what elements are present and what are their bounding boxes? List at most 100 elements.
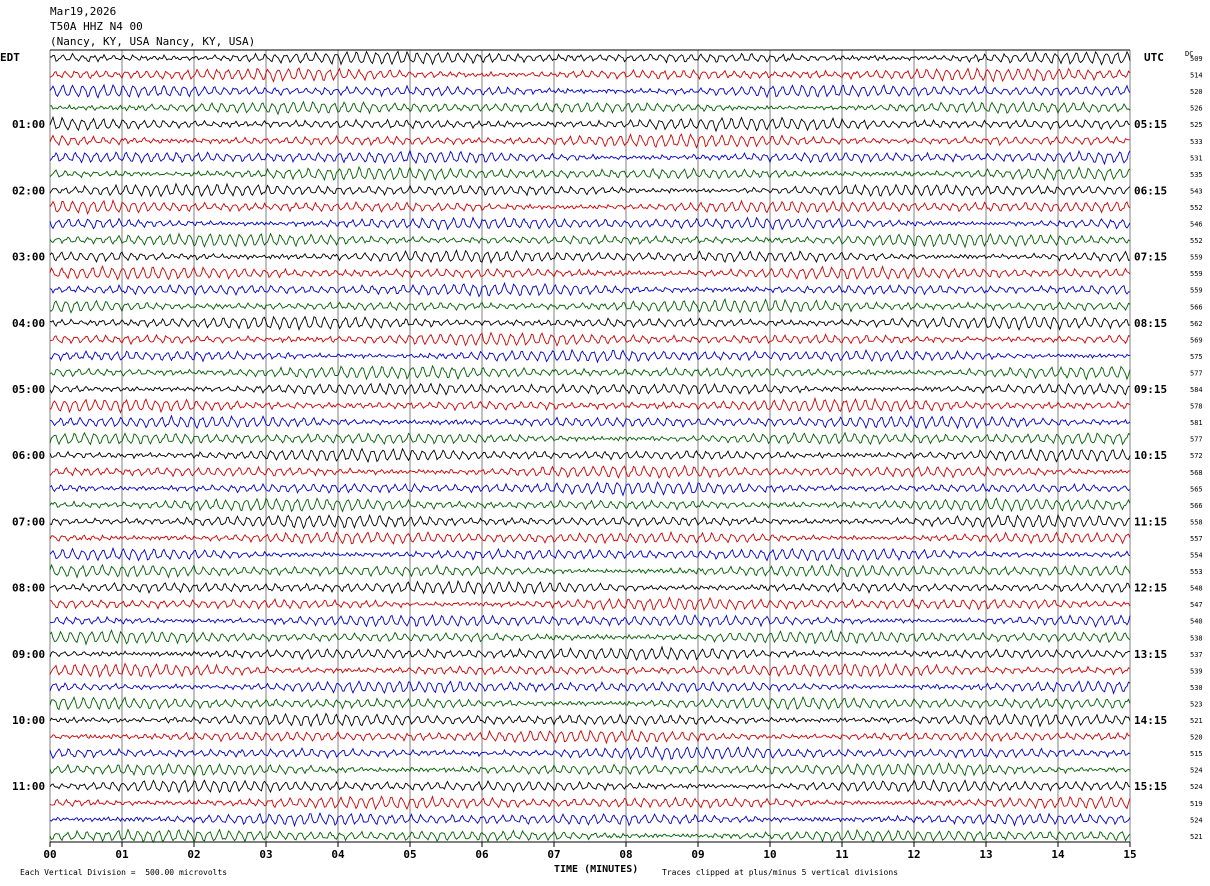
dc-offset-value: 559 <box>1190 270 1203 278</box>
left-hour-label: 03:00 <box>12 251 45 264</box>
seismic-trace <box>49 315 1131 331</box>
seismic-traces <box>49 50 1131 844</box>
seismic-trace <box>49 728 1131 745</box>
dc-offset-value: 540 <box>1190 618 1203 626</box>
time-gridlines <box>49 49 1131 847</box>
dc-offset-value: 553 <box>1190 568 1203 576</box>
dc-offset-value: 552 <box>1190 204 1203 212</box>
dc-offset-value: 548 <box>1190 585 1203 593</box>
left-hour-label: 06:00 <box>12 449 45 462</box>
dc-offset-value: 524 <box>1190 816 1203 824</box>
right-hour-label: 10:15 <box>1134 449 1167 462</box>
dc-offset-value: 524 <box>1190 767 1203 775</box>
dc-offset-value: 515 <box>1190 750 1203 758</box>
seismic-trace <box>49 431 1131 446</box>
header-location: (Nancy, KY, USA Nancy, KY, USA) <box>50 35 256 48</box>
dc-offset-value: 543 <box>1190 187 1203 195</box>
dc-offset-value: 519 <box>1190 800 1203 808</box>
dc-offset-value: 577 <box>1190 436 1203 444</box>
dc-offset-value: 524 <box>1190 783 1203 791</box>
dc-offset-value: 568 <box>1190 469 1203 477</box>
left-hour-label: 01:00 <box>12 118 45 131</box>
right-hour-label: 07:15 <box>1134 251 1167 264</box>
x-tick-label: 08 <box>619 848 632 861</box>
right-hour-label: 09:15 <box>1134 383 1167 396</box>
seismic-trace <box>49 795 1131 811</box>
right-hour-label: 06:15 <box>1134 184 1167 197</box>
seismic-trace <box>49 182 1131 198</box>
seismic-trace <box>49 828 1131 844</box>
scale-note: Each Vertical Division = 500.00 microvol… <box>20 868 228 877</box>
dc-offset-value: 559 <box>1190 287 1203 295</box>
dc-offset-value: 520 <box>1190 88 1203 96</box>
dc-offset-value: 581 <box>1190 419 1203 427</box>
seismic-trace <box>49 232 1131 249</box>
dc-offset-value: 547 <box>1190 601 1203 609</box>
seismic-trace <box>49 579 1131 595</box>
dc-offset-value: 521 <box>1190 717 1203 725</box>
dc-offset-value: 538 <box>1190 634 1203 642</box>
x-tick-label: 05 <box>403 848 416 861</box>
dc-offset-value: 566 <box>1190 303 1203 311</box>
x-tick-label: 03 <box>259 848 272 861</box>
seismic-trace <box>49 596 1131 612</box>
axis-labels: 00 01 02 03 04 05 06 07 08 09 10 11 12 13 14 15 509 514 52… <box>12 55 1203 861</box>
dc-offset-value: 535 <box>1190 171 1203 179</box>
seismic-trace <box>49 414 1131 430</box>
dc-offset-value: 569 <box>1190 336 1203 344</box>
dc-offset-value: 566 <box>1190 502 1203 510</box>
seismic-trace <box>49 563 1131 579</box>
seismic-trace <box>49 712 1131 728</box>
seismic-trace <box>49 264 1131 281</box>
x-tick-label: 07 <box>547 848 560 861</box>
left-hour-label: 07:00 <box>12 515 45 528</box>
dc-offset-value: 526 <box>1190 105 1203 113</box>
seismic-trace <box>49 546 1131 562</box>
seismic-trace <box>49 249 1131 265</box>
left-hour-label: 11:00 <box>12 780 45 793</box>
seismic-trace <box>49 83 1131 99</box>
seismic-trace <box>49 811 1131 828</box>
x-tick-label: 09 <box>691 848 704 861</box>
seismic-trace <box>49 396 1131 414</box>
x-tick-label: 06 <box>475 848 489 861</box>
x-tick-label: 00 <box>43 848 56 861</box>
dc-offset-value: 559 <box>1190 254 1203 262</box>
dc-offset-value: 537 <box>1190 651 1203 659</box>
seismic-trace <box>49 364 1131 381</box>
left-hour-label: 04:00 <box>12 317 45 330</box>
right-hour-label: 15:15 <box>1134 780 1167 793</box>
x-axis-title: TIME (MINUTES) <box>554 864 639 875</box>
seismic-trace <box>49 149 1131 166</box>
dc-offset-value: 577 <box>1190 369 1203 377</box>
x-tick-label: 10 <box>763 848 776 861</box>
dc-offset-value: 557 <box>1190 535 1203 543</box>
dc-offset-value: 562 <box>1190 320 1203 328</box>
dc-offset-value: 575 <box>1190 353 1203 361</box>
right-hour-label: 08:15 <box>1134 317 1167 330</box>
dc-offset-value: 514 <box>1190 72 1203 80</box>
x-tick-label: 11 <box>835 848 849 861</box>
seismic-trace <box>49 199 1131 215</box>
seismic-trace <box>49 447 1131 464</box>
dc-offset-value: 523 <box>1190 700 1203 708</box>
left-hour-label: 10:00 <box>12 714 45 727</box>
seismic-trace <box>49 762 1131 777</box>
seismic-trace <box>49 680 1131 695</box>
seismic-trace <box>49 530 1131 545</box>
dc-offset-value: 520 <box>1190 734 1203 742</box>
seismic-trace <box>49 645 1131 662</box>
header-station: T50A HHZ N4 00 <box>50 20 143 33</box>
x-tick-label: 04 <box>331 848 345 861</box>
dc-offset-value: 521 <box>1190 833 1203 841</box>
seismic-trace <box>49 481 1131 497</box>
seismic-trace <box>49 281 1131 298</box>
seismic-trace <box>49 67 1131 83</box>
seismic-trace <box>49 165 1131 182</box>
dc-offset-header: DC <box>1185 50 1194 58</box>
right-hour-label: 13:15 <box>1134 648 1167 661</box>
seismic-trace <box>49 778 1131 794</box>
dc-offset-value: 558 <box>1190 518 1203 526</box>
dc-offset-value: 572 <box>1190 452 1203 460</box>
